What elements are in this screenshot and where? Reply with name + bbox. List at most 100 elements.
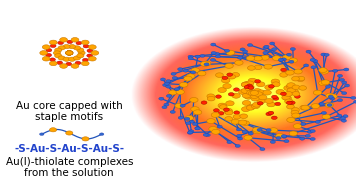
- Circle shape: [271, 116, 277, 119]
- Circle shape: [343, 115, 348, 118]
- Circle shape: [253, 89, 262, 94]
- Circle shape: [268, 85, 274, 88]
- Circle shape: [342, 81, 347, 84]
- Circle shape: [60, 64, 68, 68]
- Circle shape: [218, 103, 226, 108]
- Circle shape: [266, 112, 272, 116]
- Circle shape: [68, 45, 75, 49]
- Circle shape: [306, 50, 311, 53]
- Circle shape: [260, 148, 265, 151]
- Circle shape: [99, 133, 104, 136]
- Circle shape: [256, 82, 265, 87]
- Circle shape: [200, 54, 205, 57]
- Circle shape: [327, 104, 332, 107]
- Circle shape: [272, 56, 281, 60]
- Circle shape: [209, 127, 217, 132]
- Circle shape: [328, 95, 334, 98]
- Circle shape: [179, 82, 188, 87]
- Circle shape: [234, 88, 239, 91]
- Circle shape: [166, 80, 171, 83]
- Circle shape: [251, 104, 260, 109]
- Text: -S-Au-S-Au-S-Au-S-: -S-Au-S-Au-S-Au-S-: [14, 144, 124, 154]
- Circle shape: [71, 64, 79, 68]
- Circle shape: [257, 128, 262, 131]
- Circle shape: [310, 129, 315, 132]
- Circle shape: [77, 48, 84, 52]
- Circle shape: [319, 102, 324, 105]
- Circle shape: [248, 91, 257, 96]
- Circle shape: [263, 90, 271, 95]
- Circle shape: [225, 110, 233, 115]
- Circle shape: [63, 57, 70, 61]
- Circle shape: [248, 132, 253, 135]
- Circle shape: [42, 45, 50, 49]
- Circle shape: [215, 95, 221, 98]
- Circle shape: [246, 56, 255, 61]
- Circle shape: [263, 51, 268, 54]
- Circle shape: [178, 116, 183, 119]
- Circle shape: [247, 84, 252, 88]
- Circle shape: [237, 134, 242, 137]
- Circle shape: [63, 45, 70, 49]
- Circle shape: [242, 121, 249, 125]
- Circle shape: [46, 53, 52, 57]
- Circle shape: [170, 110, 175, 113]
- Circle shape: [214, 52, 220, 55]
- Circle shape: [337, 99, 342, 102]
- Circle shape: [91, 51, 99, 55]
- Circle shape: [321, 53, 326, 56]
- Circle shape: [218, 88, 226, 92]
- Circle shape: [287, 83, 295, 88]
- Circle shape: [253, 127, 261, 132]
- Circle shape: [205, 134, 210, 137]
- Circle shape: [172, 76, 177, 79]
- Circle shape: [237, 56, 243, 59]
- Circle shape: [195, 127, 200, 130]
- Circle shape: [66, 51, 73, 55]
- Circle shape: [66, 51, 73, 55]
- Circle shape: [247, 105, 255, 109]
- Circle shape: [66, 51, 73, 55]
- Circle shape: [320, 69, 329, 74]
- Circle shape: [255, 80, 261, 83]
- Circle shape: [284, 140, 289, 143]
- Circle shape: [257, 99, 265, 104]
- Circle shape: [282, 135, 287, 138]
- Circle shape: [195, 55, 200, 58]
- Circle shape: [289, 101, 295, 105]
- Circle shape: [66, 51, 73, 55]
- Circle shape: [292, 113, 300, 118]
- Circle shape: [273, 97, 279, 100]
- Circle shape: [333, 69, 338, 72]
- Circle shape: [58, 56, 65, 60]
- Circle shape: [281, 58, 286, 61]
- Circle shape: [77, 54, 84, 58]
- Circle shape: [163, 84, 168, 87]
- Circle shape: [188, 55, 193, 58]
- Circle shape: [66, 51, 73, 55]
- Circle shape: [82, 61, 89, 66]
- Circle shape: [301, 105, 309, 110]
- Circle shape: [292, 76, 299, 81]
- Circle shape: [299, 86, 307, 90]
- Circle shape: [223, 84, 231, 88]
- Circle shape: [240, 114, 247, 119]
- Circle shape: [241, 82, 250, 87]
- Circle shape: [292, 108, 299, 112]
- Circle shape: [315, 120, 320, 123]
- Circle shape: [204, 63, 209, 66]
- Circle shape: [283, 96, 292, 101]
- Circle shape: [58, 46, 65, 50]
- Circle shape: [175, 103, 183, 108]
- Circle shape: [68, 57, 75, 61]
- Circle shape: [66, 51, 73, 55]
- Circle shape: [265, 85, 273, 90]
- Circle shape: [286, 53, 292, 56]
- Circle shape: [311, 104, 320, 108]
- Circle shape: [190, 98, 198, 102]
- Circle shape: [290, 47, 295, 50]
- Circle shape: [164, 82, 169, 85]
- Circle shape: [232, 73, 240, 77]
- Circle shape: [319, 81, 327, 86]
- Circle shape: [258, 95, 267, 100]
